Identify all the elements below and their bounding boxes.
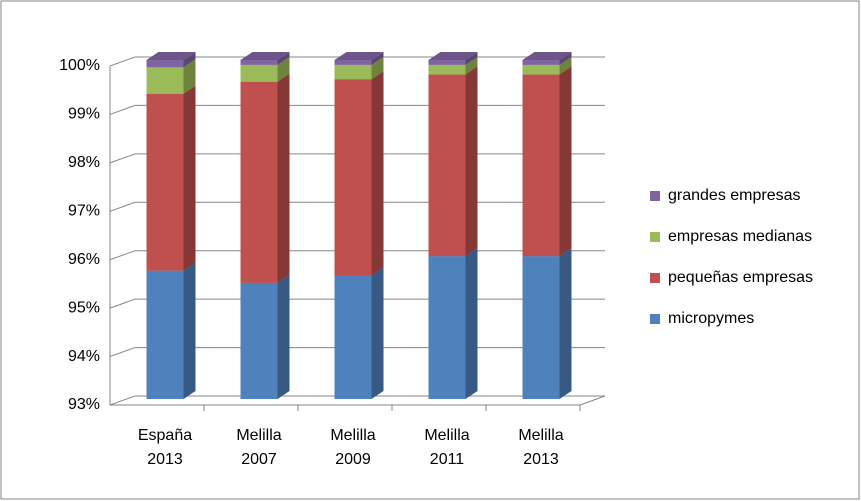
bar-segment bbox=[334, 79, 372, 276]
bar-segment bbox=[334, 64, 372, 80]
bar-segment bbox=[522, 60, 560, 65]
bar-top bbox=[522, 52, 572, 60]
bar-segment bbox=[522, 256, 560, 399]
x-tick-label: Melilla 2011 bbox=[424, 427, 470, 468]
bar-top bbox=[240, 52, 290, 60]
bar-side bbox=[277, 52, 290, 65]
bar-segment bbox=[146, 93, 184, 271]
legend-label: pequeñas empresas bbox=[668, 269, 813, 286]
legend-swatch bbox=[650, 232, 660, 242]
bar-segment bbox=[334, 275, 372, 399]
bar-segment bbox=[240, 81, 278, 283]
legend-swatch bbox=[650, 314, 660, 324]
legend-swatch bbox=[650, 273, 660, 283]
y-tick-label: 97% bbox=[68, 203, 100, 220]
bar-side bbox=[465, 52, 478, 65]
x-tick-label: España 2013 bbox=[137, 427, 193, 468]
bar-side bbox=[277, 274, 290, 399]
legend-label: micropymes bbox=[668, 310, 754, 327]
legend-label: grandes empresas bbox=[668, 187, 801, 204]
y-tick-label: 99% bbox=[68, 106, 100, 123]
bar-side bbox=[183, 52, 196, 68]
bar-segment bbox=[240, 60, 278, 65]
legend-label: empresas medianas bbox=[668, 228, 812, 245]
bar-side bbox=[183, 59, 196, 94]
bar-top bbox=[428, 52, 478, 60]
bar-side bbox=[465, 56, 478, 75]
bar-segment bbox=[146, 60, 184, 68]
y-tick-label: 95% bbox=[68, 299, 100, 316]
bar-segment bbox=[334, 60, 372, 65]
bar-side bbox=[559, 66, 572, 257]
bar-side bbox=[371, 71, 384, 276]
bar-side bbox=[371, 267, 384, 399]
y-tick-label: 96% bbox=[68, 251, 100, 268]
y-tick-label: 94% bbox=[68, 348, 100, 365]
y-tick-label: 100% bbox=[59, 57, 100, 74]
bar-side bbox=[559, 52, 572, 65]
bar-segment bbox=[428, 74, 466, 257]
bar-segment bbox=[240, 282, 278, 399]
legend-swatch bbox=[650, 191, 660, 201]
bar-side bbox=[559, 56, 572, 75]
bar-side bbox=[277, 56, 290, 82]
bar-side bbox=[183, 262, 196, 399]
bar-side bbox=[465, 66, 478, 257]
bar-segment bbox=[240, 64, 278, 82]
x-tick-label: Melilla 2007 bbox=[236, 427, 282, 468]
floor-side bbox=[579, 395, 606, 406]
y-tick-label: 98% bbox=[68, 154, 100, 171]
bar-side bbox=[371, 56, 384, 80]
x-tick-label: Melilla 2013 bbox=[518, 427, 564, 468]
y-tick-label: 93% bbox=[68, 396, 100, 413]
x-tick-label: Melilla 2009 bbox=[330, 427, 376, 468]
bar-segment bbox=[522, 74, 560, 257]
bar-side bbox=[465, 248, 478, 399]
bar-top bbox=[146, 52, 196, 60]
bar-side bbox=[559, 248, 572, 399]
bar-segment bbox=[146, 67, 184, 94]
bar-segment bbox=[428, 64, 466, 75]
bar-top bbox=[334, 52, 384, 60]
bar-side bbox=[371, 52, 384, 65]
bar-segment bbox=[146, 270, 184, 399]
bar-side bbox=[277, 73, 290, 283]
bar-segment bbox=[428, 256, 466, 399]
bar-segment bbox=[428, 60, 466, 65]
bar-segment bbox=[522, 64, 560, 75]
bar-side bbox=[183, 85, 196, 271]
